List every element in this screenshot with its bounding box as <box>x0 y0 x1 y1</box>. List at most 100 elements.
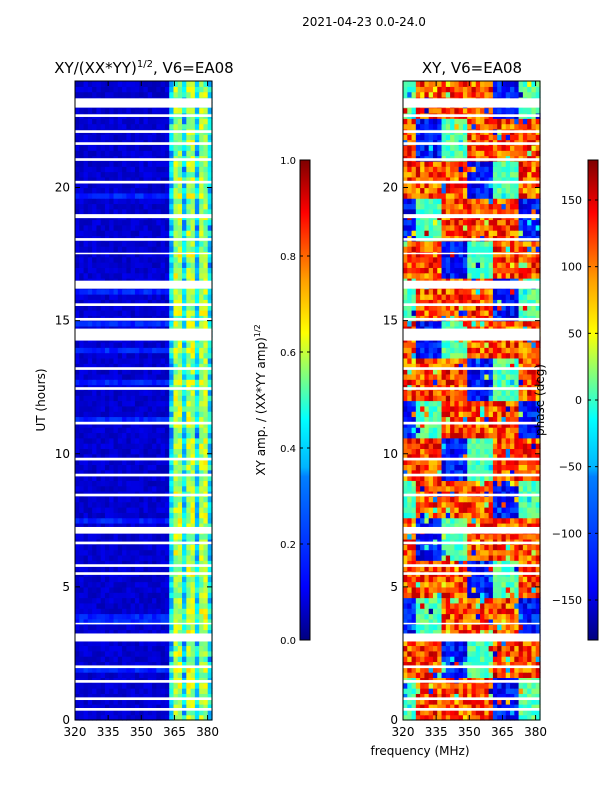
heatmap-cell <box>497 683 502 689</box>
heatmap-cell <box>139 603 144 609</box>
heatmap-cell <box>173 209 178 215</box>
heatmap-cell <box>96 310 101 316</box>
heatmap-cell <box>186 289 191 295</box>
heatmap-cell <box>178 443 183 449</box>
heatmap-cell <box>484 603 489 609</box>
heatmap-cell <box>165 438 170 444</box>
heatmap-cell <box>135 592 140 598</box>
heatmap-cell <box>101 310 106 316</box>
heatmap-cell <box>92 427 97 433</box>
heatmap-cell <box>114 592 119 598</box>
heatmap-cell <box>118 374 123 380</box>
heatmap-cell <box>139 193 144 199</box>
heatmap-cell <box>96 416 101 422</box>
heatmap-cell <box>161 108 166 114</box>
heatmap-cell <box>182 443 187 449</box>
heatmap-cell <box>118 614 123 620</box>
heatmap-cell <box>191 289 196 295</box>
heatmap-cell <box>105 587 110 593</box>
heatmap-cell <box>109 603 114 609</box>
heatmap-cell <box>403 603 408 609</box>
heatmap-cell <box>203 480 208 486</box>
heatmap-cell <box>489 672 494 678</box>
heatmap-cell <box>144 134 149 140</box>
heatmap-cell <box>114 124 119 130</box>
heatmap-cell <box>497 544 502 550</box>
heatmap-cell <box>101 480 106 486</box>
heatmap-cell <box>437 550 442 556</box>
heatmap-cell <box>88 209 93 215</box>
heatmap-cell <box>493 645 498 651</box>
heatmap-cell <box>101 342 106 348</box>
heatmap-cell <box>161 161 166 167</box>
heatmap-cell <box>527 576 532 582</box>
heatmap-cell <box>433 651 438 657</box>
heatmap-cell <box>118 438 123 444</box>
heatmap-cell <box>169 342 174 348</box>
amp-colorbar-label: XY amp. / (XX*YY amp)1/2 <box>253 324 268 475</box>
heatmap-cell <box>199 188 204 194</box>
heatmap-cell <box>118 379 123 385</box>
heatmap-cell <box>195 443 200 449</box>
heatmap-cell <box>484 614 489 620</box>
heatmap-cell <box>203 464 208 470</box>
heatmap-cell <box>105 294 110 300</box>
heatmap-cell <box>191 608 196 614</box>
heatmap-cell <box>131 534 136 540</box>
heatmap-cell <box>101 406 106 412</box>
heatmap-cell <box>139 294 144 300</box>
heatmap-cell <box>437 598 442 604</box>
heatmap-cell <box>195 432 200 438</box>
heatmap-cell <box>96 582 101 588</box>
heatmap-cell <box>148 353 153 359</box>
heatmap-cell <box>118 496 123 502</box>
heatmap-cell <box>135 411 140 417</box>
heatmap-cell <box>169 688 174 694</box>
heatmap-cell <box>191 161 196 167</box>
heatmap-cell <box>161 443 166 449</box>
heatmap-cell <box>182 587 187 593</box>
heatmap-cell <box>442 624 447 630</box>
heatmap-cell <box>459 587 464 593</box>
heatmap-cell <box>161 209 166 215</box>
heatmap-cell <box>501 656 506 662</box>
heatmap-cell <box>114 598 119 604</box>
heatmap-cell <box>122 464 127 470</box>
heatmap-cell <box>195 390 200 396</box>
heatmap-cell <box>178 486 183 492</box>
heatmap-cell <box>182 262 187 268</box>
heatmap-cell <box>178 150 183 156</box>
heatmap-cell <box>96 411 101 417</box>
heatmap-cell <box>186 672 191 678</box>
heatmap-cell <box>148 379 153 385</box>
heatmap-cell <box>144 406 149 412</box>
heatmap-cell <box>126 118 131 124</box>
heatmap-cell <box>165 496 170 502</box>
heatmap-cell <box>195 203 200 209</box>
heatmap-cell <box>105 496 110 502</box>
heatmap-cell <box>182 411 187 417</box>
heatmap-cell <box>433 608 438 614</box>
heatmap-cell <box>407 608 412 614</box>
heatmap-cell <box>161 598 166 604</box>
heatmap-cell <box>131 624 136 630</box>
heatmap-cell <box>96 576 101 582</box>
heatmap-cell <box>122 289 127 295</box>
heatmap-cell <box>519 645 524 651</box>
heatmap-cell <box>506 598 511 604</box>
heatmap-cell <box>144 188 149 194</box>
heatmap-cell <box>122 225 127 231</box>
flagged-gap <box>75 633 212 641</box>
heatmap-cell <box>144 443 149 449</box>
heatmap-cell <box>195 502 200 508</box>
heatmap-cell <box>109 401 114 407</box>
heatmap-cell <box>199 448 204 454</box>
heatmap-cell <box>101 86 106 92</box>
heatmap-cell <box>101 118 106 124</box>
heatmap-cell <box>437 624 442 630</box>
heatmap-cell <box>135 246 140 252</box>
heatmap-cell <box>131 118 136 124</box>
heatmap-cell <box>156 145 161 151</box>
heatmap-cell <box>118 651 123 657</box>
heatmap-cell <box>501 592 506 598</box>
